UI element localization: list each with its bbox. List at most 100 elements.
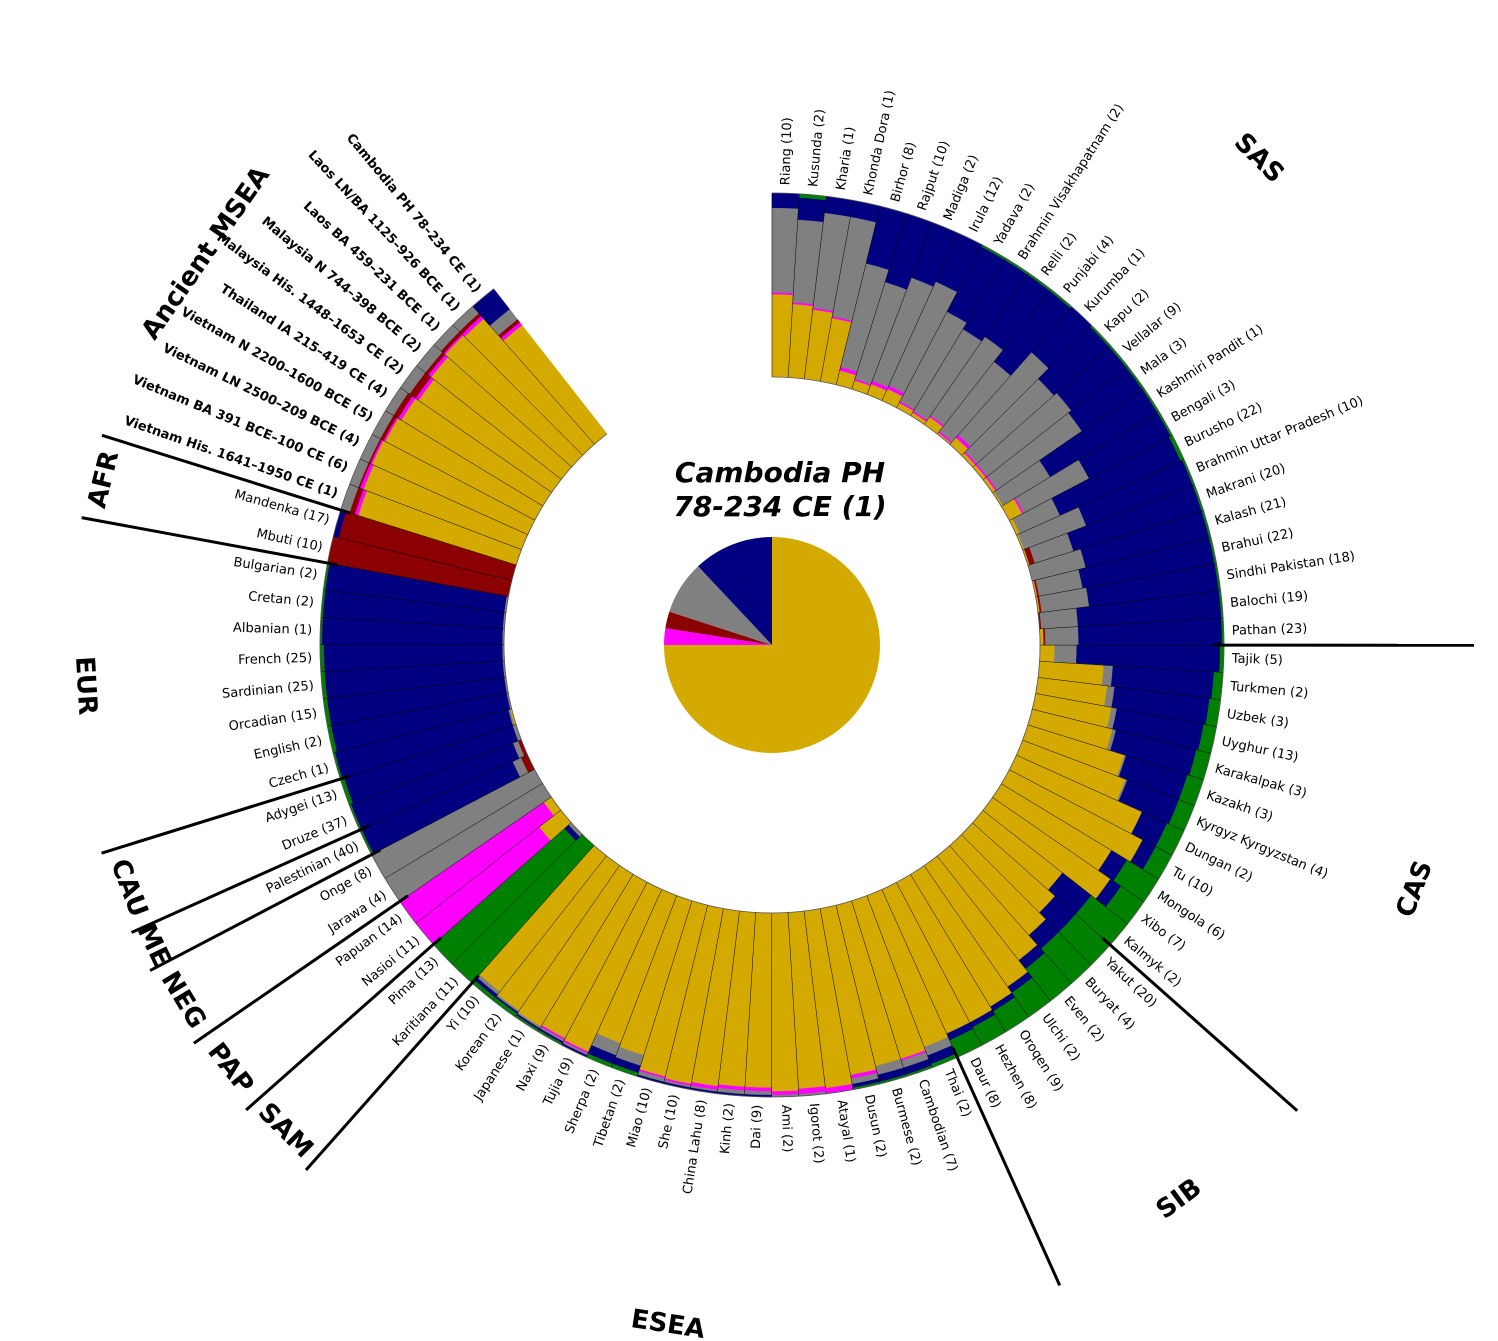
- population-separator: [323, 589, 507, 613]
- ring-outline: [319, 192, 1225, 1098]
- population-separator: [1032, 709, 1211, 754]
- population-label: Kalash (21): [1213, 495, 1288, 529]
- pie-slice: [664, 628, 772, 645]
- population-label: Miao (10): [624, 1086, 655, 1149]
- population-separator: [1009, 434, 1173, 521]
- population-separator: [1035, 693, 1217, 727]
- population-separator: [982, 810, 1128, 925]
- population-separator: [820, 200, 854, 382]
- population-label: Orcadian (15): [228, 706, 319, 734]
- population-separator: [835, 206, 881, 385]
- population-separator: [744, 912, 756, 1097]
- center-title-line-2: 78-234 CE (1): [673, 490, 886, 523]
- population-separator: [961, 834, 1092, 965]
- population-separator: [936, 855, 1051, 1002]
- population-separator: [359, 754, 528, 831]
- population-separator: [340, 724, 517, 780]
- population-separator: [415, 809, 562, 924]
- population-separator: [452, 324, 583, 456]
- population-separator: [1032, 536, 1211, 582]
- population-separator: [1022, 739, 1195, 806]
- population-separator: [537, 874, 634, 1032]
- region-divider: [304, 974, 480, 1172]
- population-separator: [1039, 617, 1224, 630]
- admixture-segment: [1044, 626, 1079, 646]
- population-label: Uyghur (13): [1220, 734, 1300, 765]
- population-label: French (25): [238, 651, 312, 668]
- population-separator: [851, 213, 907, 390]
- population-separator: [371, 434, 535, 521]
- population-separator: [787, 912, 800, 1097]
- admixture-segment: [1039, 644, 1055, 663]
- population-label: Tu (10): [1168, 864, 1215, 900]
- region-dividers: [81, 433, 1475, 1286]
- population-separator: [992, 797, 1144, 903]
- population-separator: [433, 344, 572, 468]
- region-divider: [101, 433, 351, 515]
- population-label: Birhor (8): [888, 140, 919, 203]
- population-separator: [359, 458, 528, 535]
- population-separator: [972, 822, 1111, 946]
- population-separator: [910, 258, 1007, 416]
- pie-slice: [698, 537, 772, 645]
- population-separator: [949, 845, 1072, 984]
- population-separator: [514, 865, 620, 1017]
- population-separator: [923, 865, 1029, 1018]
- population-separator: [663, 905, 708, 1084]
- region-label: NEG: [155, 966, 212, 1034]
- region-divider: [149, 848, 382, 972]
- population-separator: [804, 196, 827, 379]
- population-separator: [1027, 724, 1204, 780]
- population-separator: [982, 366, 1129, 480]
- population-label: Kinh (2): [718, 1102, 738, 1154]
- region-label: ESEA: [629, 1304, 707, 1341]
- region-label: SAS: [1228, 127, 1290, 189]
- population-label: China Lahu (8): [681, 1099, 710, 1196]
- region-divider: [81, 516, 338, 567]
- population-separator: [451, 834, 583, 965]
- region-divider: [130, 824, 370, 934]
- center-title-line-1: Cambodia PH: [675, 456, 885, 489]
- population-label: Atayal (1): [833, 1099, 857, 1164]
- population-separator: [937, 289, 1052, 435]
- population-separator: [471, 845, 595, 984]
- population-separator: [787, 193, 800, 378]
- population-separator: [323, 676, 506, 700]
- region-label: SIB: [1151, 1173, 1208, 1226]
- population-label: Kazakh (3): [1204, 788, 1274, 825]
- region-label: EUR: [69, 655, 102, 716]
- population-separator: [333, 536, 512, 581]
- region-divider: [1101, 937, 1299, 1112]
- population-separator: [371, 769, 535, 855]
- population-separator: [561, 882, 648, 1046]
- pie-slice: [665, 611, 772, 645]
- population-label: Tujia (9): [540, 1055, 577, 1109]
- population-separator: [866, 895, 933, 1068]
- population-label: Cretan (2): [248, 589, 315, 610]
- population-separator: [340, 509, 517, 566]
- population-separator: [385, 410, 543, 507]
- population-separator: [433, 822, 572, 945]
- population-label: She (10): [656, 1093, 682, 1150]
- population-separator: [327, 562, 509, 597]
- population-separator: [924, 272, 1030, 425]
- population-label: Kusunda (2): [806, 108, 828, 187]
- population-separator: [949, 306, 1072, 445]
- population-separator: [1039, 661, 1224, 673]
- population-separator: [896, 882, 983, 1046]
- population-separator: [716, 910, 740, 1094]
- region-label: AFR: [82, 448, 125, 511]
- population-separator: [819, 908, 854, 1090]
- ring-outline: [503, 376, 1041, 914]
- population-label: Ami (2): [778, 1105, 794, 1153]
- population-separator: [349, 739, 522, 806]
- population-separator: [472, 306, 595, 445]
- population-separator: [881, 889, 958, 1058]
- population-label: Thai (2): [940, 1066, 973, 1119]
- population-separator: [992, 388, 1145, 494]
- population-label: Sardinian (25): [221, 679, 314, 702]
- region-divider: [951, 1047, 1062, 1286]
- region-label: CAS: [1390, 857, 1439, 922]
- population-separator: [1001, 783, 1159, 880]
- population-separator: [1009, 769, 1173, 856]
